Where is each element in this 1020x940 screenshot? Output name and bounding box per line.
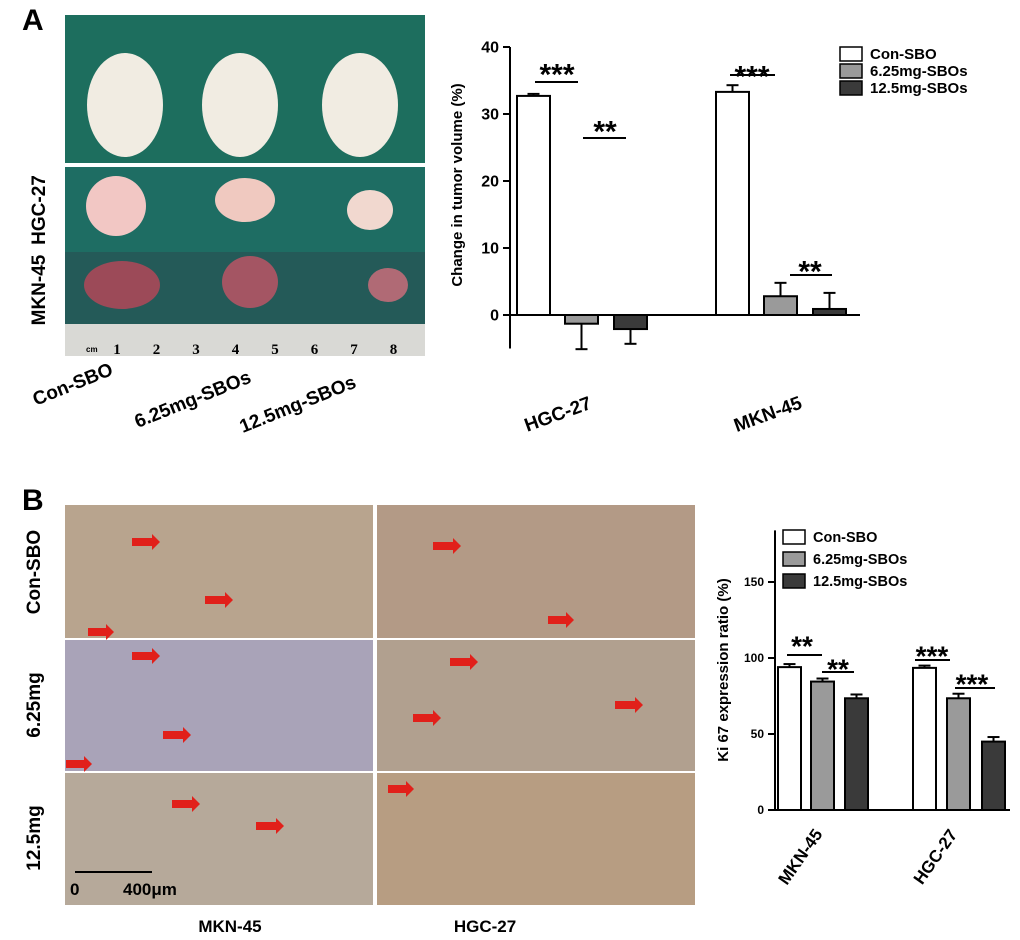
legend-swatch <box>839 63 863 79</box>
y-tick-label: 30 <box>481 107 499 124</box>
ruler-number: 3 <box>192 342 200 358</box>
y-tick-label: 40 <box>481 40 499 57</box>
scale-label: 0 <box>70 880 79 899</box>
column-label: 6.25mg-SBOs <box>132 367 254 433</box>
significance-mark: ** <box>593 116 617 149</box>
ruler-unit: cm <box>86 345 98 354</box>
x-tick-label: HGC-27 <box>522 393 595 437</box>
ruler-number: 4 <box>232 342 240 358</box>
y-tick-label: 50 <box>751 727 765 741</box>
bar <box>810 680 835 811</box>
column-label: 12.5mg-SBOs <box>237 372 359 438</box>
legend-label: 6.25mg-SBOs <box>813 552 907 568</box>
bar <box>946 697 971 812</box>
x-tick-label: MKN-45 <box>731 393 805 437</box>
legend-swatch <box>782 529 806 545</box>
legend-label: 6.25mg-SBOs <box>870 63 968 80</box>
bar <box>516 94 551 316</box>
significance-mark: *** <box>734 61 769 94</box>
y-tick-label: 100 <box>744 651 764 665</box>
legend-label: 12.5mg-SBOs <box>813 574 907 590</box>
bar <box>812 307 847 317</box>
y-tick-label: 10 <box>481 241 499 258</box>
legend-label: Con-SBO <box>870 46 937 63</box>
significance-mark: *** <box>539 59 574 92</box>
significance-mark: *** <box>956 668 989 699</box>
y-tick-label: 20 <box>481 174 499 191</box>
bar <box>912 666 937 811</box>
y-axis-label: Ki 67 expression ratio (%) <box>715 578 732 761</box>
y-tick-label: 0 <box>490 308 499 325</box>
bar <box>763 295 798 316</box>
y-tick-label: 0 <box>757 803 764 817</box>
panel-label: B <box>22 484 44 517</box>
ruler-number: 2 <box>153 342 161 358</box>
column-label: MKN-45 <box>198 917 261 936</box>
bar <box>715 90 750 316</box>
x-tick-label: MKN-45 <box>775 825 827 888</box>
row-label: HGC-27 <box>29 175 50 245</box>
legend-label: Con-SBO <box>813 530 877 546</box>
legend-swatch <box>839 80 863 96</box>
column-label: HGC-27 <box>454 917 516 936</box>
ruler-number: 7 <box>350 342 358 358</box>
legend-label: 12.5mg-SBOs <box>870 80 968 97</box>
ruler-number: 8 <box>390 342 398 358</box>
panel-label: A <box>22 4 44 37</box>
ruler-number: 5 <box>271 342 279 358</box>
column-label: Con-SBO <box>30 359 116 410</box>
row-label: MKN-45 <box>29 254 50 325</box>
row-label: 12.5mg <box>24 805 45 870</box>
row-label: 6.25mg <box>24 672 45 737</box>
row-label: Con-SBO <box>24 530 45 614</box>
bar <box>777 666 802 811</box>
y-tick-label: 150 <box>744 575 764 589</box>
significance-mark: ** <box>827 653 849 684</box>
y-axis-label: Change in tumor volume (%) <box>449 83 466 286</box>
significance-mark: ** <box>791 630 813 661</box>
photo-b <box>65 505 695 905</box>
bar <box>981 740 1006 811</box>
x-tick-label: HGC-27 <box>910 826 961 888</box>
significance-mark: *** <box>916 640 949 671</box>
bar <box>613 314 648 331</box>
photo-a <box>65 15 425 356</box>
ruler-number: 6 <box>311 342 319 358</box>
bar <box>564 314 599 325</box>
significance-mark: ** <box>798 256 822 289</box>
ruler-number: 1 <box>113 342 121 358</box>
scale-label: 400μm <box>123 880 177 899</box>
legend-swatch <box>782 573 806 589</box>
legend-swatch <box>782 551 806 567</box>
legend-swatch <box>839 46 863 62</box>
bar <box>844 697 869 812</box>
